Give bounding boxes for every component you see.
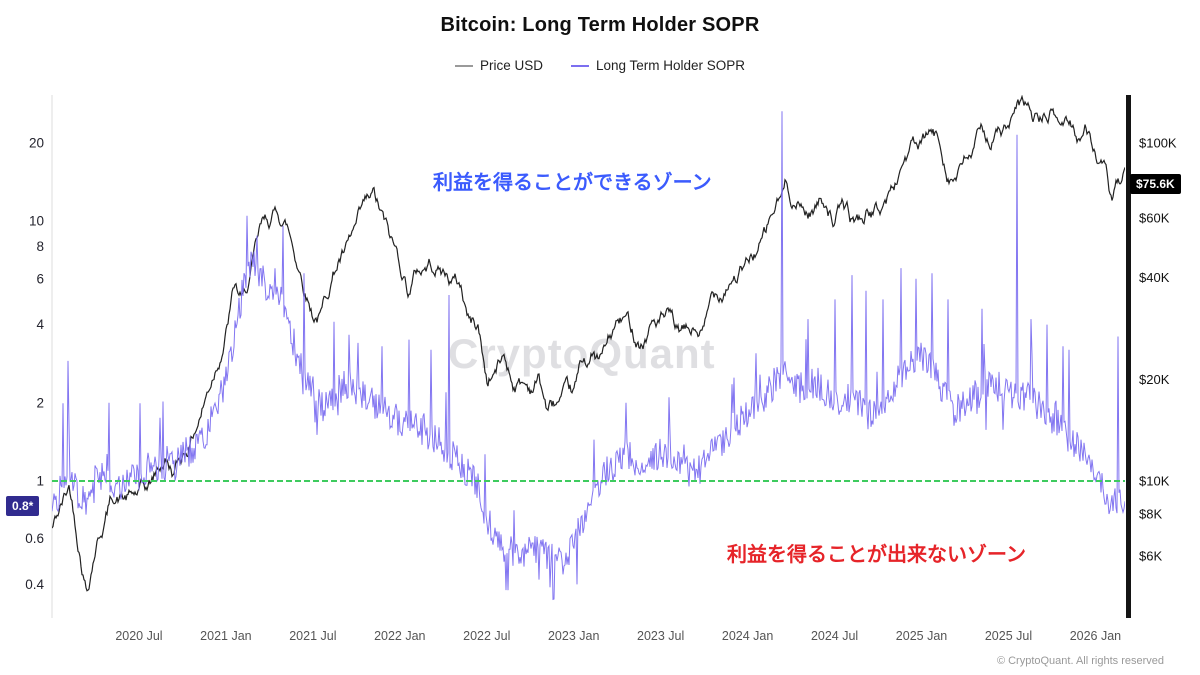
right-axis-tick-label: $100K bbox=[1139, 136, 1177, 151]
x-axis-tick-label: 2023 Jan bbox=[548, 629, 599, 643]
x-axis-tick-label: 2024 Jan bbox=[722, 629, 773, 643]
legend: Price USD Long Term Holder SOPR bbox=[0, 58, 1200, 73]
x-axis-tick-label: 2024 Jul bbox=[811, 629, 858, 643]
sopr-current-value-badge: 0.8* bbox=[6, 496, 40, 517]
annotation-loss-zone: 利益を得ることが出来ないゾーン bbox=[727, 544, 1026, 566]
left-axis-tick-label: 0.6 bbox=[25, 531, 44, 546]
annotation-profit-zone: 利益を得ることができるゾーン bbox=[433, 172, 712, 194]
left-axis-tick-label: 2 bbox=[36, 395, 44, 410]
left-axis-tick-label: 8 bbox=[36, 239, 44, 254]
right-axis-tick-label: $8K bbox=[1139, 506, 1162, 521]
left-axis-tick-label: 0.4 bbox=[25, 577, 44, 592]
legend-item-price[interactable]: Price USD bbox=[454, 58, 543, 73]
left-axis-tick-label: 6 bbox=[36, 271, 44, 286]
x-axis-tick-label: 2023 Jul bbox=[637, 629, 684, 643]
cryptoquant-watermark: CryptoQuant bbox=[448, 330, 716, 377]
x-axis-tick-label: 2025 Jul bbox=[985, 629, 1032, 643]
right-axis-spine bbox=[1126, 95, 1131, 618]
price-current-value-badge: $75.6K bbox=[1130, 174, 1181, 195]
right-axis-tick-label: $40K bbox=[1139, 270, 1170, 285]
legend-label-sopr: Long Term Holder SOPR bbox=[595, 58, 746, 73]
left-axis-tick-label: 10 bbox=[29, 214, 44, 229]
price-line bbox=[52, 95, 1125, 592]
x-axis-tick-label: 2021 Jul bbox=[289, 629, 336, 643]
left-axis-tick-label: 1 bbox=[36, 473, 44, 488]
x-axis-tick-label: 2022 Jul bbox=[463, 629, 510, 643]
price-line-swatch bbox=[454, 64, 473, 67]
right-axis-tick-label: $20K bbox=[1139, 372, 1170, 387]
x-axis-tick-label: 2025 Jan bbox=[896, 629, 947, 643]
left-axis-tick-label: 20 bbox=[29, 135, 44, 150]
sopr-line bbox=[52, 111, 1125, 601]
legend-label-price: Price USD bbox=[479, 58, 543, 73]
x-axis-tick-label: 2026 Jan bbox=[1070, 629, 1121, 643]
sopr-line-swatch bbox=[570, 64, 589, 67]
legend-item-sopr[interactable]: Long Term Holder SOPR bbox=[570, 58, 746, 73]
right-axis-tick-label: $60K bbox=[1139, 211, 1170, 226]
x-axis-tick-label: 2021 Jan bbox=[200, 629, 251, 643]
x-axis-tick-label: 2020 Jul bbox=[115, 629, 162, 643]
copyright-footer: © CryptoQuant. All rights reserved bbox=[996, 655, 1164, 667]
right-axis-tick-label: $6K bbox=[1139, 549, 1162, 564]
x-axis-tick-label: 2022 Jan bbox=[374, 629, 425, 643]
left-axis-tick-label: 4 bbox=[36, 317, 44, 332]
chart-title: Bitcoin: Long Term Holder SOPR bbox=[440, 14, 760, 36]
right-axis-tick-label: $10K bbox=[1139, 474, 1170, 489]
